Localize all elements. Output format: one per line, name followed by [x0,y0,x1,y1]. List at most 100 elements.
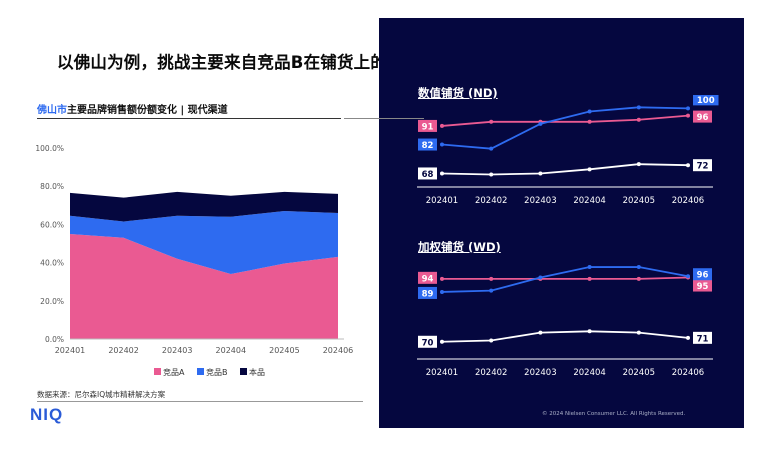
point-本品 [686,335,690,340]
point-本品 [440,339,444,344]
point-竞品A [440,276,444,281]
y-tick-label: 20.0% [40,297,64,306]
area-series-竞品B [70,211,338,275]
point-竞品B [538,121,543,126]
data-label: 96 [697,271,709,281]
x-tick-label: 202403 [524,196,556,206]
x-tick-label: 202405 [623,196,655,206]
point-竞品A [587,276,592,281]
point-竞品A [636,276,641,281]
legend-swatch [197,368,204,375]
point-本品 [686,163,690,168]
data-label: 96 [697,113,709,123]
area-series-竞品A [70,233,338,339]
y-tick-label: 0.0% [45,335,64,344]
point-竞品B [440,289,444,294]
point-本品 [636,162,641,167]
point-竞品B [489,146,494,151]
data-label-box [418,286,437,299]
data-label: 70 [422,338,434,348]
legend-label: 本品 [249,367,265,377]
point-本品 [587,167,592,172]
point-竞品A [587,119,592,124]
x-tick-label: 202401 [55,346,86,355]
data-label-box [418,335,437,348]
data-label-box [418,271,437,284]
data-label-box [418,119,437,132]
area-series-本品 [70,191,338,222]
x-tick-label: 202405 [269,346,300,355]
line-series-竞品A [441,114,689,127]
point-竞品B [587,109,592,114]
legend-swatch [240,368,247,375]
x-tick-label: 202401 [426,196,458,206]
point-竞品A [636,117,641,122]
point-竞品B [636,265,641,270]
point-本品 [489,338,494,343]
x-tick-label: 202402 [475,196,507,206]
point-竞品B [686,274,690,279]
data-label: 89 [422,289,434,299]
y-tick-label: 40.0% [40,259,64,268]
wd-line-chart: 94 95 89 96 70 71 202401 202402 202403 202404 2024… [417,265,713,378]
line-series-竞品B [441,106,689,150]
nd-line-chart: 91 96 82 100 68 72 202401 202402 202403 202404 202… [417,95,719,206]
data-label: 100 [697,96,715,106]
legend-swatch [154,368,161,375]
point-本品 [489,172,494,177]
point-竞品B [489,288,494,293]
x-tick-label: 202406 [672,368,704,378]
data-label-box [693,159,712,172]
share-area-chart: 0.0% 20.0% 40.0% 60.0% 80.0% 100.0% 202401 2024… [35,144,354,377]
x-tick-label: 202404 [573,368,605,378]
x-tick-label: 202403 [162,346,193,355]
x-tick-label: 202406 [323,346,354,355]
point-本品 [538,171,543,176]
subtitle-rest: 主要品牌销售额份额变化 | 现代渠道 [67,105,228,116]
data-label: 95 [697,282,709,292]
line-series-竞品A [442,276,689,280]
x-tick-label: 202404 [573,196,605,206]
data-label-box [693,279,712,292]
y-tick-label: 60.0% [40,220,64,229]
data-label-box [693,95,719,106]
x-tick-label: 202401 [426,368,458,378]
point-竞品B [538,275,543,280]
data-label: 68 [422,170,434,180]
line-series-竞品B [441,266,689,293]
point-本品 [440,171,444,176]
point-竞品A [440,123,444,128]
wd-chart-title: 加权铺货 (WD) [418,240,501,254]
point-本品 [538,330,543,335]
subtitle-underline [37,118,341,119]
distribution-panel [379,18,744,428]
data-label: 94 [422,274,434,284]
point-竞品B [636,105,641,110]
nd-chart-title: 数值铺货 (ND) [418,86,498,100]
data-label-box [693,331,712,344]
source-note: 数据来源：尼尔森IQ城市精耕解决方案 [37,390,166,399]
point-竞品A [489,119,494,124]
point-本品 [636,330,641,335]
y-tick-label: 80.0% [40,182,64,191]
line-series-本品 [441,330,689,343]
point-竞品B [440,142,444,147]
data-label-box [418,138,437,151]
legend-label: 竞品B [206,367,228,377]
y-tick-label: 100.0% [35,144,64,153]
x-tick-label: 202402 [108,346,139,355]
line-series-本品 [441,163,689,176]
point-竞品B [587,265,592,270]
x-tick-label: 202405 [623,368,655,378]
connector-line [344,118,424,119]
x-tick-label: 202403 [524,368,556,378]
x-tick-label: 202404 [216,346,247,355]
point-竞品B [686,106,690,111]
niq-logo: NIQ [30,405,64,424]
x-tick-label: 202406 [672,196,704,206]
slide-title: 以佛山为例，挑战主要来自竞品B在铺货上的强势发力 [57,53,454,72]
chart-subtitle: 佛山市主要品牌销售额份额变化 | 现代渠道 [37,101,228,116]
subtitle-city: 佛山市 [37,105,67,116]
point-本品 [587,329,592,334]
data-label: 91 [422,122,434,132]
